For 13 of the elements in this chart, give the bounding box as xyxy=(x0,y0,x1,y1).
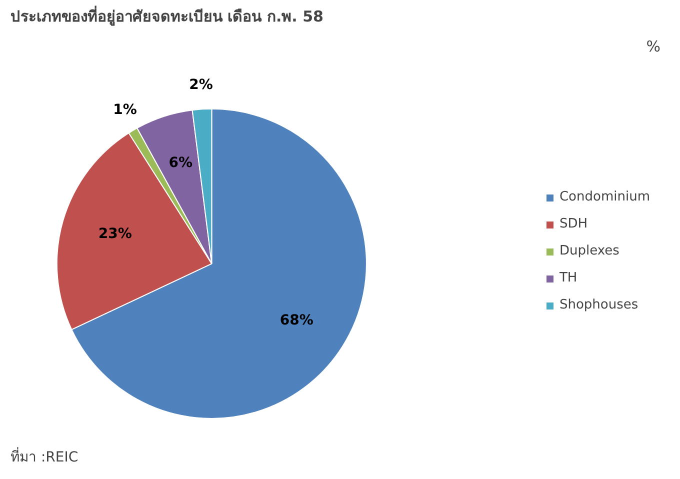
data-label: 68% xyxy=(280,312,314,328)
data-label: 6% xyxy=(168,155,192,172)
legend-label: Condominium xyxy=(559,190,650,204)
data-label: 23% xyxy=(98,226,132,242)
legend-label: Duplexes xyxy=(559,244,620,258)
chart-subtitle: % xyxy=(646,38,661,56)
legend-label: TH xyxy=(559,270,578,286)
chart-title: ประเภทของที่อยู่อาศัยจดทะเบียน เดือน ก.พ. 58 xyxy=(10,6,324,26)
data-label: 2% xyxy=(189,77,213,94)
legend-label: Shophouses xyxy=(559,298,638,312)
legend-label: SDH xyxy=(559,216,588,232)
data-label: 1% xyxy=(113,102,137,118)
text: ที่มา :REIC xyxy=(10,448,78,466)
